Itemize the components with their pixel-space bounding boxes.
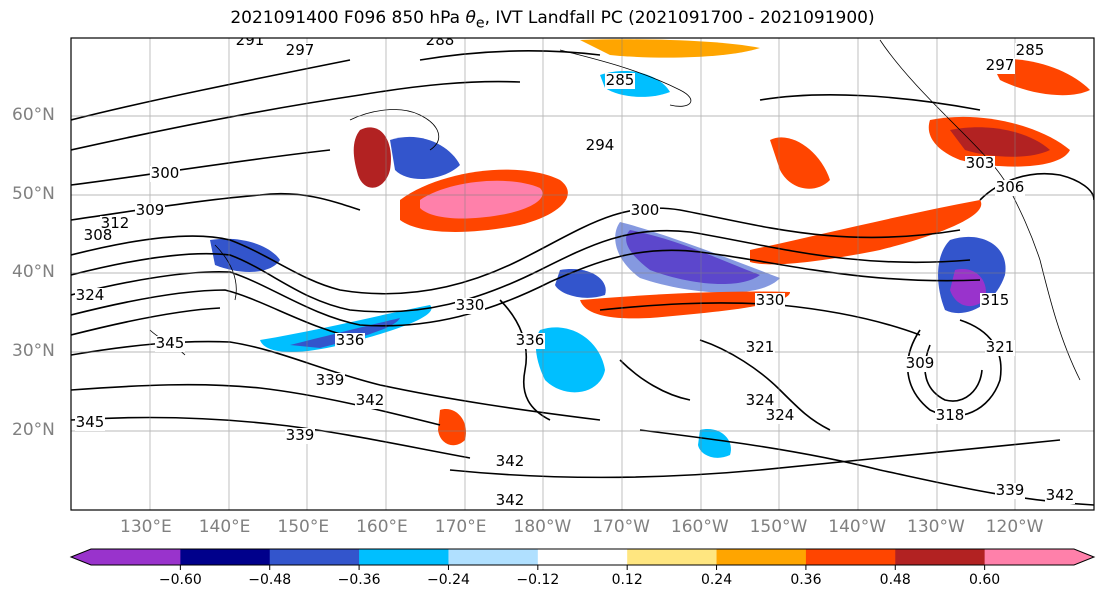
contour-label: 339 [996, 481, 1025, 499]
chart-title: 2021091400 F096 850 hPa θe, IVT Landfall… [230, 8, 875, 32]
contour-label: 336 [516, 331, 545, 349]
contour-label: 330 [756, 291, 785, 309]
contour-label: 315 [981, 291, 1010, 309]
contour-label: 300 [631, 201, 660, 219]
lon-label: 150°W [749, 517, 808, 537]
contour-label: 306 [996, 178, 1025, 196]
colorbar-segment [269, 549, 360, 565]
colorbar-extend-low [71, 549, 91, 565]
colorbar-tick-label: −0.48 [248, 572, 292, 588]
colorbar-segment [627, 549, 718, 565]
lon-label: 160°W [670, 517, 729, 537]
colorbar-tick-label: 0.48 [879, 572, 911, 588]
lon-label: 120°W [985, 517, 1044, 537]
contour-label: 342 [356, 391, 385, 409]
contour-label: 300 [151, 164, 180, 182]
lon-label: 140°E [198, 517, 251, 537]
contour-label: 297 [986, 56, 1015, 74]
shading-layer [210, 39, 1090, 458]
contour-label: 303 [966, 154, 995, 172]
map-frame [70, 37, 1095, 511]
lon-label: 160°E [356, 517, 408, 537]
contour-label: 309 [906, 354, 935, 372]
colorbar-tick-label: 0.60 [969, 572, 1001, 588]
lon-label: 170°E [434, 517, 487, 537]
colorbar-extend-high [1074, 549, 1094, 565]
colorbar-tick-label: 0.36 [790, 572, 822, 588]
lon-label: 170°W [592, 517, 650, 537]
colorbar-tick-label: −0.60 [158, 572, 202, 588]
colorbar-tick-label: −0.24 [427, 572, 470, 588]
contour-label: 324 [766, 406, 795, 424]
contour-label: 336 [336, 331, 365, 349]
contour-label: 288 [426, 31, 455, 49]
lon-label: 140°W [828, 517, 887, 537]
contour-labels: 2912972882852942852973003063093123083243… [75, 31, 1075, 509]
lon-label: 130°W [907, 517, 965, 537]
contour-label: 342 [496, 491, 525, 509]
contour-label: 294 [586, 136, 615, 154]
contour-label: 285 [1016, 41, 1045, 59]
contour-label: 330 [456, 296, 485, 314]
blue-band-west [260, 305, 432, 352]
contour-label: 324 [76, 286, 105, 304]
contour-label: 312 [101, 214, 130, 232]
lat-label: 60°N [12, 105, 55, 125]
colorbar-segment [984, 549, 1075, 565]
colorbar-tick-label: −0.36 [337, 572, 381, 588]
lon-label: 150°E [277, 517, 330, 537]
contour-label: 345 [76, 413, 105, 431]
lat-label: 50°N [12, 184, 55, 204]
contour-label: 342 [496, 452, 525, 470]
contour-label: 318 [936, 406, 965, 424]
colorbar-tick-label: 0.24 [700, 572, 733, 588]
colorbar-segment [180, 549, 271, 565]
colorbar-tick-label: 0.12 [611, 572, 643, 588]
contour-label: 339 [286, 426, 315, 444]
orange-band-east [750, 200, 982, 265]
lon-label: 180°W [513, 517, 572, 537]
contour-label: 309 [136, 201, 165, 219]
contour-label: 324 [746, 391, 775, 409]
contour-label: 321 [986, 338, 1015, 356]
colorbar-segment [359, 549, 449, 565]
contour-label: 342 [1046, 486, 1075, 504]
colorbar-segment [895, 549, 986, 565]
contour-label: 345 [156, 334, 185, 352]
lon-label: 130°E [120, 517, 172, 537]
contour-label: 308 [84, 226, 113, 244]
contour-label: 321 [746, 338, 775, 356]
colorbar-segment [91, 549, 181, 565]
colorbar-tick-label: −0.12 [516, 572, 560, 588]
colorbar-segment [805, 549, 896, 565]
colorbar-segment [716, 549, 807, 565]
colorbar-segment [448, 549, 539, 565]
contour-label: 285 [606, 71, 635, 89]
contour-label: 291 [236, 31, 265, 49]
contour-label: 297 [286, 41, 315, 59]
colorbar-segment [537, 549, 628, 565]
contour-label: 339 [316, 371, 345, 389]
theta-e-contours [71, 50, 1094, 506]
lat-label: 30°N [12, 341, 55, 361]
lat-label: 40°N [12, 262, 55, 282]
lat-label: 20°N [12, 420, 55, 440]
colorbar [69, 548, 1096, 570]
